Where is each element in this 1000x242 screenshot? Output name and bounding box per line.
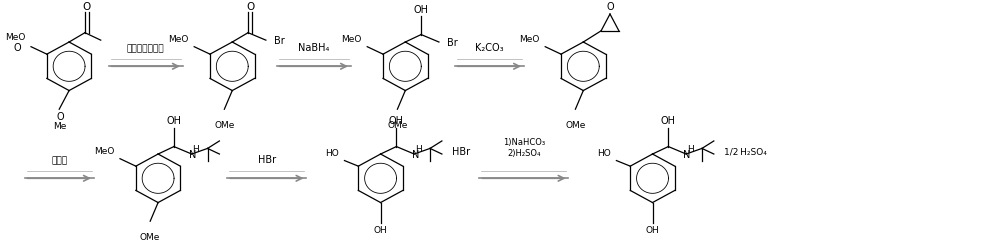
- Text: OH: OH: [661, 116, 676, 126]
- Text: MeO: MeO: [341, 35, 361, 44]
- Text: N: N: [412, 150, 419, 160]
- Text: NaBH₄: NaBH₄: [298, 43, 330, 53]
- Text: HO: HO: [597, 149, 610, 158]
- Text: MeO: MeO: [168, 35, 188, 44]
- Text: 1/2 H₂SO₄: 1/2 H₂SO₄: [724, 148, 767, 157]
- Text: H: H: [415, 145, 422, 154]
- Text: O: O: [246, 1, 254, 12]
- Text: K₂CO₃: K₂CO₃: [475, 43, 504, 53]
- Text: OH: OH: [414, 5, 429, 15]
- Text: O: O: [606, 2, 614, 13]
- Text: OMe: OMe: [140, 233, 160, 242]
- Text: Br: Br: [274, 36, 285, 46]
- Text: MeO: MeO: [5, 33, 25, 42]
- Text: H: H: [192, 145, 199, 154]
- Text: OMe: OMe: [387, 121, 408, 129]
- Text: O: O: [13, 43, 21, 53]
- Text: MeO: MeO: [94, 147, 114, 156]
- Text: HO: HO: [325, 149, 339, 158]
- Text: O: O: [56, 112, 64, 122]
- Text: OH: OH: [374, 226, 387, 235]
- Text: Br: Br: [447, 38, 458, 48]
- Text: N: N: [189, 150, 196, 160]
- Text: OH: OH: [389, 116, 404, 126]
- Text: OH: OH: [166, 116, 181, 126]
- Text: OMe: OMe: [565, 121, 586, 129]
- Text: HBr: HBr: [452, 147, 470, 157]
- Text: O: O: [83, 1, 91, 12]
- Text: Me: Me: [54, 121, 67, 130]
- Text: 1)NaHCO₃
2)H₂SO₄: 1)NaHCO₃ 2)H₂SO₄: [503, 138, 545, 158]
- Text: H: H: [687, 145, 693, 154]
- Text: HBr: HBr: [258, 155, 276, 165]
- Text: N: N: [683, 150, 691, 160]
- Text: MeO: MeO: [519, 35, 539, 44]
- Text: 四丁基三溴化铵: 四丁基三溴化铵: [127, 44, 165, 53]
- Text: OMe: OMe: [214, 121, 235, 129]
- Text: OH: OH: [646, 226, 659, 235]
- Text: 叔丁胺: 叔丁胺: [51, 156, 67, 165]
